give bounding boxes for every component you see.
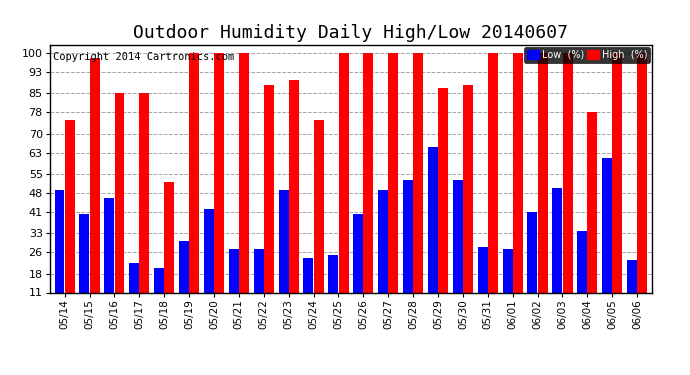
Bar — [129, 263, 139, 292]
Bar — [378, 190, 388, 292]
Bar — [104, 198, 115, 292]
Bar — [513, 53, 523, 292]
Bar — [139, 93, 149, 292]
Bar — [438, 88, 448, 292]
Bar — [488, 53, 498, 292]
Bar — [229, 249, 239, 292]
Bar — [587, 112, 598, 292]
Bar — [314, 120, 324, 292]
Bar — [627, 260, 637, 292]
Title: Outdoor Humidity Daily High/Low 20140607: Outdoor Humidity Daily High/Low 20140607 — [133, 24, 569, 42]
Bar — [179, 242, 189, 292]
Bar — [90, 58, 99, 292]
Text: Copyright 2014 Cartronics.com: Copyright 2014 Cartronics.com — [52, 53, 234, 62]
Bar — [115, 93, 124, 292]
Bar — [264, 86, 274, 292]
Bar — [638, 53, 647, 292]
Bar — [239, 53, 249, 292]
Bar — [164, 182, 175, 292]
Bar — [428, 147, 438, 292]
Bar — [463, 86, 473, 292]
Bar — [65, 120, 75, 292]
Bar — [154, 268, 164, 292]
Legend: Low  (%), High  (%): Low (%), High (%) — [524, 47, 650, 63]
Bar — [214, 53, 224, 292]
Bar — [538, 53, 548, 292]
Bar — [254, 249, 264, 292]
Bar — [204, 209, 214, 292]
Bar — [339, 53, 348, 292]
Bar — [578, 231, 587, 292]
Bar — [477, 247, 488, 292]
Bar — [189, 53, 199, 292]
Bar — [612, 53, 622, 292]
Bar — [403, 180, 413, 292]
Bar — [353, 214, 363, 292]
Bar — [502, 249, 513, 292]
Bar — [304, 258, 313, 292]
Bar — [79, 214, 90, 292]
Bar — [279, 190, 288, 292]
Bar — [602, 158, 612, 292]
Bar — [288, 80, 299, 292]
Bar — [527, 212, 538, 292]
Bar — [562, 53, 573, 292]
Bar — [55, 190, 64, 292]
Bar — [388, 53, 398, 292]
Bar — [453, 180, 463, 292]
Bar — [364, 53, 373, 292]
Bar — [413, 53, 423, 292]
Bar — [553, 188, 562, 292]
Bar — [328, 255, 338, 292]
